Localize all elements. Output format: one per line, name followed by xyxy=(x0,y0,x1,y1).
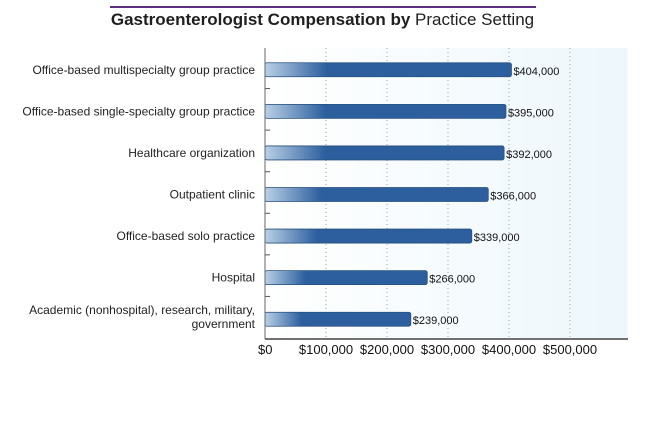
value-label: $239,000 xyxy=(413,315,459,327)
chart-title-bold: Gastroenterologist Compensation by xyxy=(110,10,411,29)
category-label: Office-based multispecialty group practi… xyxy=(32,63,255,77)
bar xyxy=(264,62,512,78)
value-label: $366,000 xyxy=(490,191,536,203)
value-label: $395,000 xyxy=(508,107,554,119)
category-label: Hospital xyxy=(212,271,255,285)
value-label: $392,000 xyxy=(506,149,552,161)
bar xyxy=(264,103,507,119)
x-tick-label: $400,000 xyxy=(482,342,536,357)
category-label: Academic (nonhospital), research, milita… xyxy=(29,303,256,331)
bar xyxy=(264,145,505,161)
x-tick-label: $300,000 xyxy=(421,342,475,357)
value-label: $404,000 xyxy=(513,66,559,78)
bar xyxy=(264,228,473,244)
bar xyxy=(264,311,412,327)
chart-title-normal: Practice Setting xyxy=(415,10,535,29)
value-label: $339,000 xyxy=(474,232,520,244)
bar xyxy=(264,187,489,202)
bar xyxy=(264,270,428,286)
category-label: Office-based solo practice xyxy=(116,229,255,243)
labels: $404,000 Office-based multispecialty grou… xyxy=(22,63,597,357)
value-label: $266,000 xyxy=(429,274,475,286)
axes xyxy=(264,48,628,340)
bars xyxy=(264,62,512,327)
grid-lines xyxy=(325,48,571,339)
x-tick-label: $0 xyxy=(258,342,272,357)
chart-title: Gastroenterologist Compensation by Pract… xyxy=(0,10,645,30)
category-label: Healthcare organization xyxy=(128,146,255,160)
x-tick-label: $200,000 xyxy=(360,342,414,357)
category-label: Office-based single-specialty group prac… xyxy=(22,104,255,118)
title-rule xyxy=(110,6,536,8)
category-label: Outpatient clinic xyxy=(170,188,255,202)
x-tick-label: $500,000 xyxy=(543,342,597,357)
x-tick-label: $100,000 xyxy=(299,342,353,357)
